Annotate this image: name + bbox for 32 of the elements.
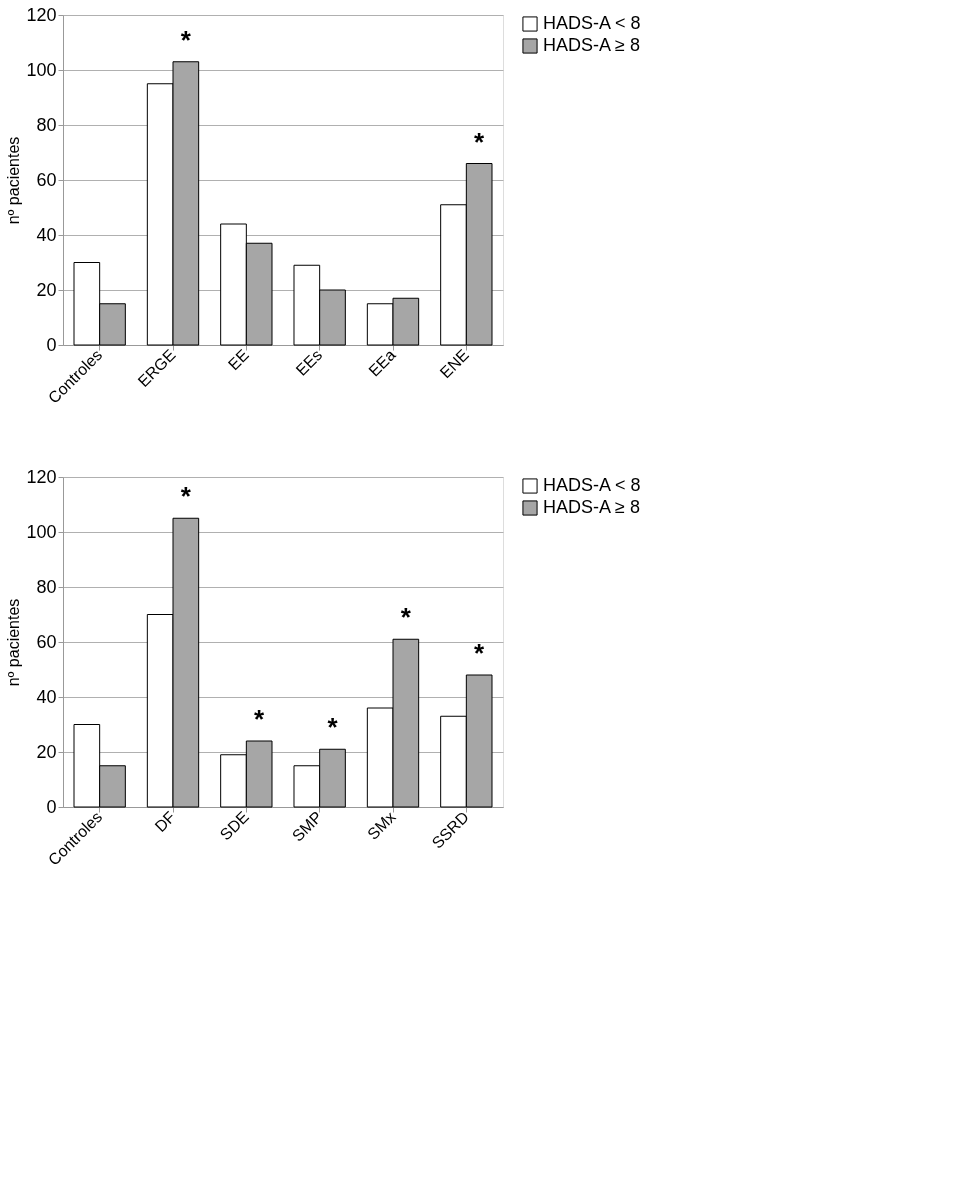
annotation: *: [474, 638, 486, 668]
y-axis-title: nº pacientes: [5, 136, 23, 225]
y-tick-label: 100: [26, 521, 57, 542]
y-tick-label: 80: [36, 576, 57, 597]
x-tick-label: EEa: [365, 346, 399, 380]
y-tick-label: 120: [26, 466, 57, 487]
x-tick-label: DF: [151, 807, 179, 836]
annotation: *: [327, 712, 339, 743]
y-tick-label: 80: [36, 114, 57, 135]
y-tick-label: 120: [26, 4, 57, 25]
annotation: *: [180, 24, 192, 55]
annotation: *: [180, 481, 192, 512]
x-tick-label: EEs: [292, 346, 326, 379]
y-tick-label: 60: [36, 169, 57, 190]
y-tick-label: 0: [46, 334, 57, 355]
y-tick-label: 20: [36, 741, 57, 762]
y-tick-label: 40: [36, 686, 57, 707]
y-axis-title: nº pacientes: [5, 598, 23, 687]
legend-label: HADS-A ≥ 8: [543, 497, 640, 517]
y-tick-label: 40: [36, 224, 57, 245]
y-tick-label: 0: [46, 796, 57, 817]
annotation: *: [400, 602, 412, 633]
x-tick-label: SMx: [364, 808, 399, 843]
x-tick-label: EE: [224, 346, 252, 374]
y-tick-label: 20: [36, 279, 57, 300]
annotation: *: [254, 704, 266, 734]
y-tick-label: 100: [26, 59, 57, 80]
legend-label: HADS-A < 8: [543, 13, 641, 33]
legend-label: HADS-A < 8: [543, 475, 641, 495]
y-tick-label: 60: [36, 631, 57, 652]
annotation: *: [474, 126, 486, 157]
legend-label: HADS-A ≥ 8: [543, 35, 640, 55]
